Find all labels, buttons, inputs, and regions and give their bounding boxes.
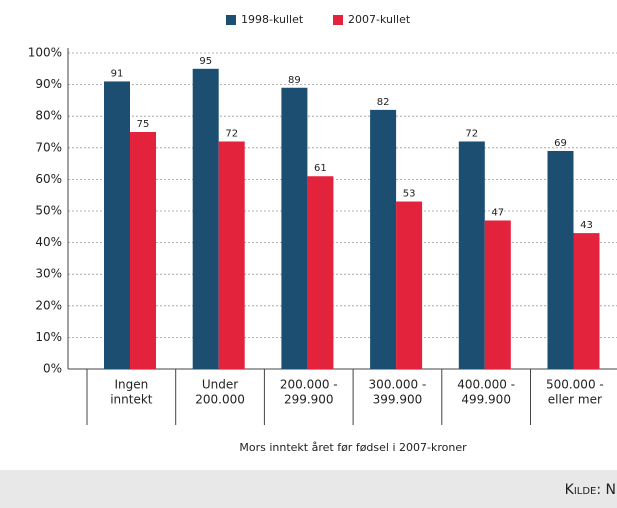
y-tick-label: 100% [28, 46, 62, 60]
y-tick-label: 70% [35, 140, 62, 154]
x-axis-label: Mors inntekt året før fødsel i 2007-kron… [239, 441, 467, 454]
x-tick-label: Under [202, 378, 238, 392]
y-tick-label: 20% [35, 298, 62, 312]
y-tick-label: 30% [35, 267, 62, 281]
bar [281, 87, 308, 369]
y-tick-label: 10% [35, 330, 62, 344]
y-tick-label: 60% [35, 172, 62, 186]
value-label: 43 [580, 220, 593, 231]
bar [218, 141, 245, 369]
y-tick-label: 80% [35, 109, 62, 123]
bar [370, 109, 397, 369]
legend-swatch [333, 15, 343, 25]
value-label: 91 [111, 68, 124, 79]
bar [104, 81, 130, 369]
y-tick-label: 90% [35, 77, 62, 91]
value-label: 72 [225, 128, 238, 139]
bar [484, 220, 511, 369]
value-label: 89 [288, 75, 301, 86]
y-tick-label: 0% [43, 362, 62, 376]
value-label: 82 [377, 97, 390, 108]
value-label: 95 [199, 56, 212, 67]
bar [130, 132, 156, 369]
x-tick-label: 499.900 [461, 393, 511, 407]
bar [573, 233, 600, 369]
x-tick-label: inntekt [110, 393, 153, 407]
legend-swatch [226, 15, 236, 25]
value-label: 61 [314, 163, 327, 174]
x-tick-label: 399.900 [373, 393, 423, 407]
x-tick-label: 200.000 [195, 393, 245, 407]
x-tick-label: Ingen [114, 378, 148, 392]
x-tick-label: 300.000 - [369, 378, 427, 392]
x-tick-label: eller mer [548, 393, 602, 407]
x-tick-label: 299.900 [284, 393, 334, 407]
bar [192, 68, 219, 370]
value-label: 53 [403, 189, 416, 200]
x-tick-label: 500.000 - [546, 378, 604, 392]
value-label: 72 [465, 128, 478, 139]
bar [307, 176, 334, 369]
bar [547, 150, 574, 369]
y-tick-label: 40% [35, 235, 62, 249]
value-label: 47 [491, 207, 504, 218]
bar [458, 141, 485, 369]
source: Kilde: N [565, 482, 616, 498]
value-label: 75 [137, 119, 150, 130]
legend-label: 2007-kullet [348, 13, 411, 26]
legend-label: 1998-kullet [241, 13, 304, 26]
value-label: 69 [554, 138, 567, 149]
y-tick-label: 50% [35, 204, 62, 218]
x-tick-label: 200.000 - [280, 378, 338, 392]
x-tick-label: 400.000 - [457, 378, 515, 392]
bar [396, 201, 423, 369]
